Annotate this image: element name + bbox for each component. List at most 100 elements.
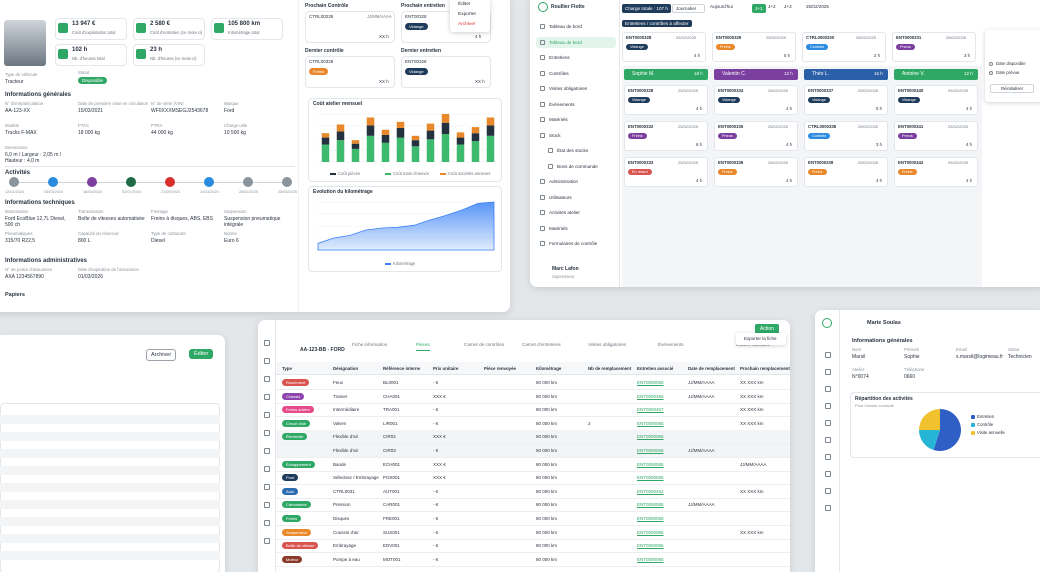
field-label: Email [956, 347, 967, 352]
row-stripe [0, 415, 220, 424]
stat-icon [136, 49, 146, 59]
toolbar-item[interactable]: J+1 [752, 4, 766, 13]
cell[interactable]: ENT0000065 [637, 516, 664, 521]
action-button[interactable]: Action [755, 324, 779, 334]
menu-icon [540, 55, 545, 60]
button[interactable]: Éditer [189, 349, 214, 359]
cell: 50 000 km [536, 448, 558, 453]
cell: JJ/MM/AAAA [688, 502, 715, 508]
cell: XXX € [433, 475, 446, 481]
menu-item[interactable]: Visites obligatoires [549, 86, 588, 91]
menu-item[interactable]: Contrôles [549, 70, 569, 76]
stat-value: 23 h [150, 47, 163, 53]
menu-item[interactable]: Matériels [549, 117, 568, 122]
sidebar-icon [264, 376, 270, 382]
toolbar-item[interactable]: J+3 [784, 4, 792, 9]
toolbar-item[interactable]: 25/02/2025 [806, 4, 829, 9]
chart-card [308, 98, 502, 182]
cell[interactable]: ENT0000065 [637, 502, 664, 508]
menu-item[interactable]: Événements [549, 101, 575, 107]
menu-item[interactable]: Entretiens [549, 55, 570, 60]
badge: Freins [898, 169, 917, 175]
legend-swatch [385, 263, 391, 265]
row-stripe [0, 483, 220, 492]
menu-item[interactable]: État des stocks [557, 148, 589, 153]
tab[interactable]: Carnet de contrôles [464, 342, 505, 347]
tab[interactable]: Événements [658, 342, 684, 347]
reset-button[interactable]: Réinitialiser [990, 84, 1035, 93]
cell[interactable]: ENT0000065 [637, 448, 664, 453]
table-header [276, 362, 790, 375]
cell[interactable]: ENT0000065 [637, 475, 664, 481]
task-date: 25/02/2025 [768, 160, 789, 165]
bar-segment [411, 146, 420, 162]
card-title: Dernier contrôle [305, 48, 344, 54]
field-value: Tracteur [5, 79, 24, 85]
tab[interactable]: Visites obligatoires [588, 342, 627, 347]
card [305, 56, 395, 88]
tab[interactable]: Pièces [416, 342, 430, 351]
row-stripe [0, 534, 220, 543]
toolbar-item[interactable]: J+2 [768, 4, 776, 9]
card-title: Prochain entretien [401, 3, 445, 9]
sidebar-icon [825, 369, 831, 375]
timeline-date: 02/07/2024 [122, 190, 142, 194]
group-row [276, 444, 790, 458]
timeline-node [282, 177, 292, 187]
column-header: Kilométrage [536, 366, 562, 371]
tab[interactable]: Fiche information [352, 342, 388, 347]
badge: Moteur [282, 555, 303, 563]
cell: BL0001 [383, 380, 399, 385]
row-stripe [0, 449, 220, 458]
menu-item[interactable]: Tableau de bord [549, 39, 582, 45]
column-header [894, 69, 978, 80]
menu-item[interactable]: Formulaires de contrôle [549, 241, 598, 246]
menu-item[interactable]: Utilisateurs [549, 194, 572, 200]
menu-item[interactable]: Matériels [549, 225, 568, 231]
cell[interactable]: ENT0000452 [637, 488, 664, 494]
field-value: Technicien [1008, 354, 1032, 360]
sidebar-icon [264, 502, 270, 508]
field-value: AA-123-XX [5, 108, 31, 114]
toolbar-item[interactable]: Aujourd'hui [710, 4, 733, 9]
cell[interactable]: ENT0000065 [637, 556, 664, 562]
filter-option[interactable]: Date prévue [996, 70, 1020, 75]
task-hours: 4 h [694, 53, 700, 58]
menu-item[interactable]: Exporter [458, 12, 477, 17]
toolbar-item[interactable]: Journalier [672, 4, 706, 13]
menu-item[interactable]: Activités atelier [549, 210, 580, 215]
badge: Freins [716, 44, 735, 50]
menu-item[interactable]: Bons de commande [557, 163, 598, 169]
sidebar-icon [264, 466, 270, 472]
cell[interactable]: ENT0000457 [637, 407, 664, 413]
task-date: 25/02/2025 [768, 88, 789, 93]
cell[interactable]: ENT0000065 [637, 420, 664, 426]
menu-item[interactable]: Éditer [458, 2, 471, 7]
tab[interactable]: Carnet d'entretiens [522, 342, 561, 347]
chart-title: Coût atelier mensuel [313, 101, 363, 107]
cell: XXX € [433, 461, 446, 467]
task-date: 25/02/2025 [678, 88, 699, 93]
menu-item[interactable]: Tableau de bord [549, 24, 582, 29]
section-title: Informations générales [5, 92, 72, 98]
bar-segment [321, 133, 330, 138]
sidebar-icon [264, 358, 270, 364]
button[interactable]: Archiver [146, 349, 177, 361]
column-header [624, 69, 708, 80]
cell[interactable]: ENT0000065 [637, 529, 664, 535]
filter-option[interactable]: Date disponible [996, 61, 1026, 66]
cell[interactable]: ENT0000065 [637, 380, 664, 385]
cell[interactable]: ENT0000065 [637, 434, 664, 440]
menu-item[interactable]: Stock [549, 132, 561, 138]
chart-title: Evolution du kilométrage [313, 189, 373, 195]
cell[interactable]: ENT0000456 [637, 393, 664, 399]
badge: Pont [282, 474, 299, 482]
cell[interactable]: ENT0000065 [637, 543, 664, 549]
menu-item[interactable]: Archiver [458, 22, 476, 27]
cell[interactable]: ENT0000065 [637, 461, 664, 467]
cell: Intermédiaire [333, 407, 360, 413]
menu-item[interactable]: Administration [549, 179, 579, 184]
menu-item[interactable]: Exporter la fiche [744, 336, 777, 341]
sidebar-icon [825, 471, 831, 477]
column-header: Pièce renvoyée [484, 366, 516, 371]
